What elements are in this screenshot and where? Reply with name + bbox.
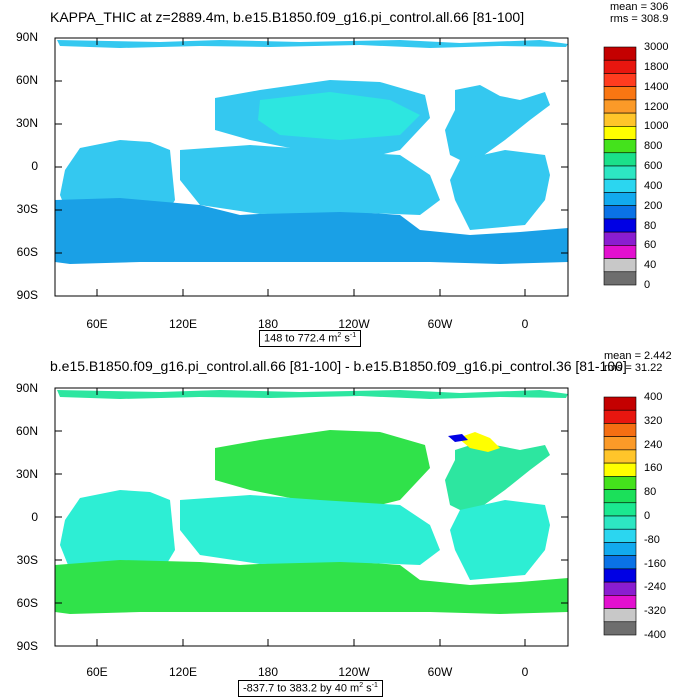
panel-difference: b.e15.B1850.f09_g16.pi_control.all.66 [8… [0, 350, 700, 700]
y-tick-label: 60N [15, 424, 38, 438]
y-tick-label: 90S [16, 288, 38, 302]
colorbar-label: 1200 [644, 100, 669, 113]
colorbar-label: 0 [644, 279, 651, 291]
colorbar-label: 400 [644, 391, 663, 403]
y-tick-label: 30S [16, 553, 38, 567]
mean-value: mean = 306 [610, 1, 669, 13]
x-tick-label: 0 [521, 665, 529, 679]
x-tick-label: 120E [168, 317, 198, 331]
colorbar-label: 1400 [644, 80, 669, 93]
x-tick-label: 120E [168, 665, 198, 679]
tick-marks [55, 387, 568, 646]
colorbar-label: 800 [644, 140, 663, 153]
mean-value: mean = 2.442 [604, 350, 672, 362]
colorbar-label: 0 [644, 510, 651, 522]
colorbar-label: 400 [644, 179, 663, 192]
ocean-region [450, 150, 550, 230]
ocean-field [55, 390, 568, 614]
ocean-region [450, 500, 550, 580]
stats-box: mean = 306 rms = 308.9 [610, 1, 668, 25]
x-tick-label: 120W [338, 665, 370, 679]
y-tick-label: 60N [15, 73, 38, 87]
stats-box: mean = 2.442 rms = 31.22 [604, 350, 672, 374]
colorbar-label: -400 [644, 629, 667, 641]
y-tick-label: 0 [31, 159, 38, 173]
colorbar-label: -240 [644, 581, 667, 594]
colorbar-label: 80 [644, 219, 657, 232]
x-tick-label: 180 [257, 317, 279, 331]
y-tick-label: 30N [15, 467, 38, 481]
y-tick-label: 30S [16, 202, 38, 216]
colorbar-label: 1800 [644, 60, 669, 73]
ocean-region [57, 40, 568, 48]
ocean-region [445, 442, 550, 515]
rms-value: rms = 31.22 [604, 362, 663, 374]
colorbar-label: -80 [644, 533, 660, 546]
ocean-region [258, 442, 420, 490]
panel-kappa-thic: KAPPA_THIC at z=2889.4m, b.e15.B1850.f09… [15, 1, 669, 347]
colorbar-label: 320 [644, 414, 663, 427]
colorbar-label: 240 [644, 438, 663, 451]
ocean-region [180, 495, 440, 565]
y-tick-label: 0 [31, 510, 38, 524]
colorbar-label: 200 [644, 199, 663, 212]
colorbar-label: 40 [644, 259, 657, 272]
x-tick-label: 60E [86, 317, 108, 331]
y-tick-label: 30N [15, 116, 38, 130]
y-tick-label: 90N [15, 381, 38, 395]
ocean-region [448, 434, 468, 442]
y-tick-label: 60S [16, 245, 38, 259]
map-plot [54, 37, 569, 297]
x-tick-label: 60W [427, 665, 453, 679]
x-tick-label: 60W [427, 317, 453, 331]
chart-title: b.e15.B1850.f09_g16.pi_control.all.66 [8… [50, 358, 627, 374]
y-tick-label: 90S [16, 639, 38, 653]
chart-title: KAPPA_THIC at z=2889.4m, b.e15.B1850.f09… [50, 9, 525, 25]
range-label: 148 to 772.4 m2 s-1 [259, 330, 362, 347]
ocean-region [445, 85, 550, 165]
tick-marks [55, 37, 568, 296]
colorbar-label: 60 [644, 239, 657, 252]
ocean-field [55, 40, 568, 264]
y-tick-label: 60S [16, 596, 38, 610]
rms-value: rms = 308.9 [610, 13, 669, 25]
map-plot [54, 387, 569, 647]
ocean-region [258, 92, 420, 140]
x-tick-label: 180 [257, 665, 279, 679]
colorbar-label: -160 [644, 557, 667, 570]
colorbar-label: 1000 [644, 120, 669, 133]
colorbar-label: 160 [644, 462, 663, 475]
colorbar-label: 600 [644, 160, 663, 172]
ocean-region [180, 145, 440, 215]
colorbar-label: 3000 [644, 41, 669, 53]
x-tick-label: 0 [521, 317, 529, 331]
x-tick-label: 120W [338, 317, 370, 331]
colorbar-label: -320 [644, 605, 667, 618]
ocean-region [55, 560, 568, 614]
y-tick-label: 90N [15, 30, 38, 44]
colorbar-label: 80 [644, 486, 657, 499]
ocean-region [458, 432, 500, 452]
ocean-region [55, 198, 568, 264]
ocean-region [57, 390, 568, 399]
x-tick-label: 60E [86, 665, 108, 679]
range-label: -837.7 to 383.2 by 40 m2 s-1 [238, 680, 383, 697]
